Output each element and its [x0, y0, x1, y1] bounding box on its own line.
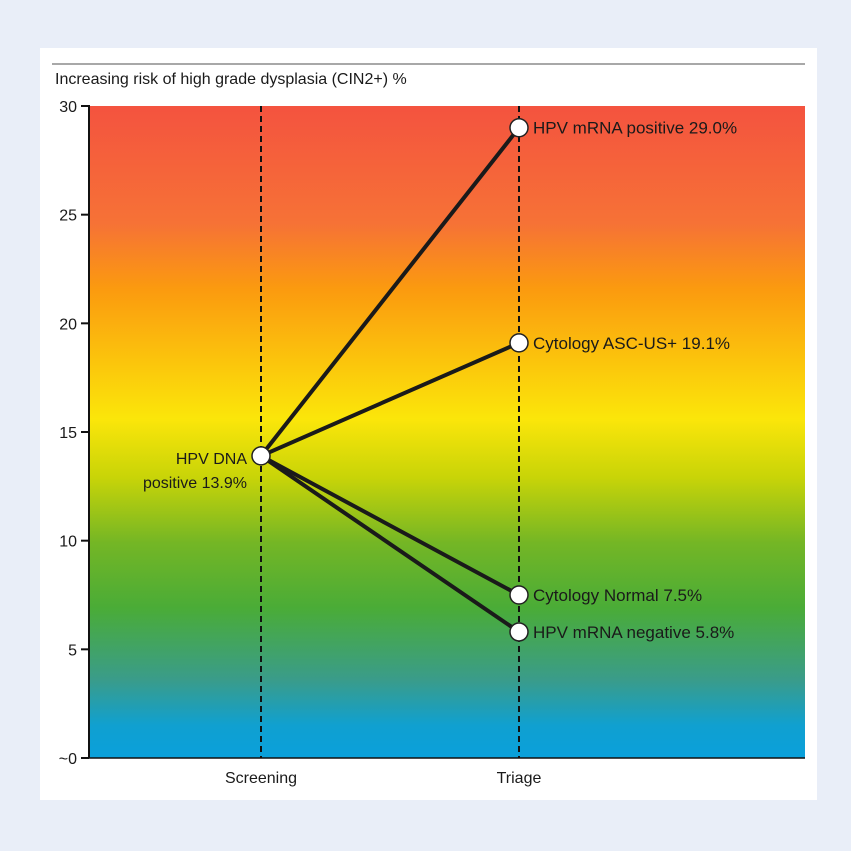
series-line — [259, 340, 521, 458]
data-point — [509, 333, 529, 353]
series-line — [259, 453, 521, 634]
data-label: Cytology Normal 7.5% — [533, 586, 702, 605]
origin-data-label: positive 13.9% — [143, 475, 247, 492]
y-tick-label: 25 — [59, 208, 77, 225]
x-tick-label: Triage — [497, 770, 542, 787]
plot-area: ~0 5 10 15 20 25 30 Screening Triage HPV DNA posit… — [59, 99, 805, 787]
data-point — [509, 117, 529, 138]
data-label: HPV mRNA positive 29.0% — [533, 119, 737, 138]
chart-title: Increasing risk of high grade dysplasia … — [55, 71, 407, 88]
data-label: HPV mRNA negative 5.8% — [533, 623, 734, 642]
y-tick-label: 20 — [59, 316, 77, 333]
origin-point — [251, 446, 271, 466]
data-label: Cytology ASC-US+ 19.1% — [533, 334, 730, 353]
y-tick-label: 15 — [59, 425, 77, 442]
origin-data-label: HPV DNA — [176, 451, 247, 468]
y-tick-label: 30 — [59, 99, 77, 116]
series-line — [259, 453, 521, 597]
series-line — [259, 125, 521, 458]
data-point — [509, 622, 529, 642]
chart-figure: Increasing risk of high grade dysplasia … — [40, 48, 817, 800]
risk-gradient-background — [89, 106, 805, 758]
data-point — [509, 585, 529, 605]
x-tick-label: Screening — [225, 770, 297, 787]
y-tick-label: 10 — [59, 534, 77, 551]
y-tick-label: ~0 — [59, 751, 77, 768]
y-tick-label: 5 — [68, 642, 77, 659]
chart-svg: Increasing risk of high grade dysplasia … — [52, 63, 805, 787]
